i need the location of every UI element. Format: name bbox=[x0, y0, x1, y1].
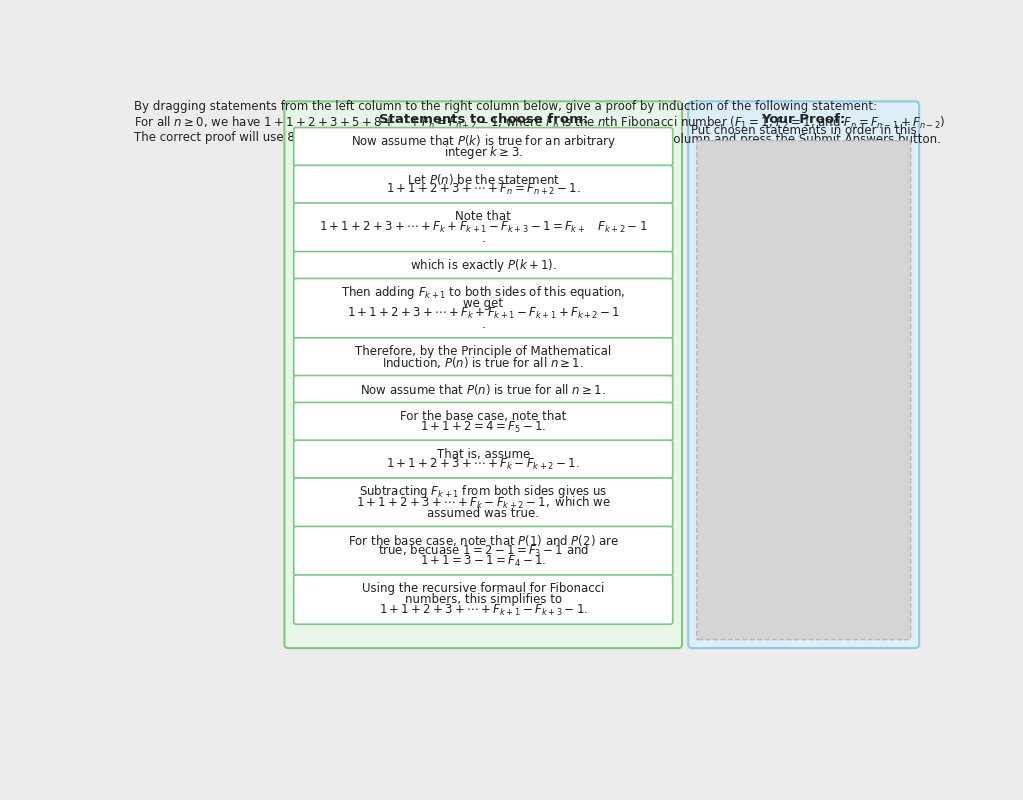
Text: By dragging statements from the left column to the right column below, give a pr: By dragging statements from the left col… bbox=[134, 100, 877, 113]
Text: Therefore, by the Principle of Mathematical: Therefore, by the Principle of Mathemati… bbox=[355, 345, 612, 358]
Text: numbers, this simplifies to: numbers, this simplifies to bbox=[405, 593, 562, 606]
Text: Let $P(n)$ be the statement: Let $P(n)$ be the statement bbox=[406, 172, 560, 186]
Text: column and press the Submit Answers button.: column and press the Submit Answers butt… bbox=[667, 133, 940, 146]
Text: assumed was true.: assumed was true. bbox=[428, 507, 539, 520]
Text: For the base case, note that: For the base case, note that bbox=[400, 410, 567, 423]
Text: For all $n \geq 0$, we have $1+1+2+3+5+8+\cdots+F_n = F_{n+2}-1$, where $F_n$ is: For all $n \geq 0$, we have $1+1+2+3+5+8… bbox=[134, 114, 945, 130]
Text: $1+1+2=4=F_5-1.$: $1+1+2=4=F_5-1.$ bbox=[420, 419, 546, 434]
Text: .: . bbox=[482, 232, 485, 245]
Text: Your Proof:: Your Proof: bbox=[761, 113, 846, 126]
Text: $1+1+2+3+\cdots+F_{k+1}-F_{k+3}-1.$: $1+1+2+3+\cdots+F_{k+1}-F_{k+3}-1.$ bbox=[379, 603, 587, 618]
Text: we get: we get bbox=[463, 297, 503, 310]
Text: Induction, $P(n)$ is true for all $n \geq 1.$: Induction, $P(n)$ is true for all $n \ge… bbox=[383, 355, 584, 370]
FancyBboxPatch shape bbox=[294, 251, 673, 279]
FancyBboxPatch shape bbox=[294, 278, 673, 338]
Text: integer $k \geq 3$.: integer $k \geq 3$. bbox=[444, 144, 523, 161]
Text: $1+1+2+3+\cdots+F_k - F_{k+2}-1.$: $1+1+2+3+\cdots+F_k - F_{k+2}-1.$ bbox=[387, 458, 580, 472]
Text: For the base case, note that $P(1)$ and $P(2)$ are: For the base case, note that $P(1)$ and … bbox=[348, 533, 619, 548]
Text: $1+1+2+3+\cdots+F_k - F_{k+2}-1,$ which we: $1+1+2+3+\cdots+F_k - F_{k+2}-1,$ which … bbox=[356, 494, 611, 510]
Text: $1+1+2+3+\cdots+F_n = F_{n+2}-1.$: $1+1+2+3+\cdots+F_n = F_{n+2}-1.$ bbox=[386, 182, 580, 198]
Text: Now assume that $P(k)$ is true for an arbitrary: Now assume that $P(k)$ is true for an ar… bbox=[351, 133, 616, 150]
Text: .: . bbox=[482, 318, 485, 331]
FancyBboxPatch shape bbox=[697, 141, 910, 640]
FancyBboxPatch shape bbox=[294, 478, 673, 527]
Text: Note that: Note that bbox=[455, 210, 512, 223]
Text: true, becuase $1=2-1=F_3-1$ and: true, becuase $1=2-1=F_3-1$ and bbox=[377, 543, 589, 559]
Text: which is exactly $P(k+1).$: which is exactly $P(k+1).$ bbox=[410, 257, 557, 274]
FancyBboxPatch shape bbox=[294, 203, 673, 252]
Text: That is, assume: That is, assume bbox=[437, 447, 530, 461]
Text: $1+1+2+3+\cdots+F_k+F_{k+1}-F_{k+1}+F_{k+2}-1$: $1+1+2+3+\cdots+F_k+F_{k+1}-F_{k+1}+F_{k… bbox=[347, 306, 620, 322]
Text: Then adding $F_{k+1}$ to both sides of this equation,: Then adding $F_{k+1}$ to both sides of t… bbox=[341, 284, 625, 301]
Text: Statements to choose from:: Statements to choose from: bbox=[379, 113, 588, 126]
Text: Using the recursive formaul for Fibonacci: Using the recursive formaul for Fibonacc… bbox=[362, 582, 605, 595]
Text: The correct proof will use 8 of the statements below.: The correct proof will use 8 of the stat… bbox=[134, 131, 445, 145]
FancyBboxPatch shape bbox=[294, 127, 673, 166]
Text: Subtracting $F_{k+1}$ from both sides gives us: Subtracting $F_{k+1}$ from both sides gi… bbox=[359, 483, 608, 500]
Text: $1+1=3-1=F_4-1.$: $1+1=3-1=F_4-1.$ bbox=[420, 554, 546, 570]
FancyBboxPatch shape bbox=[294, 338, 673, 376]
FancyBboxPatch shape bbox=[294, 166, 673, 204]
FancyBboxPatch shape bbox=[294, 575, 673, 624]
Text: Now assume that $P(n)$ is true for all $n \geq 1.$: Now assume that $P(n)$ is true for all $… bbox=[360, 382, 606, 397]
Text: $1+1+2+3+\cdots+F_k+F_{k+1}-F_{k+3}-1=F_{k+}$   $F_{k+2}-1$: $1+1+2+3+\cdots+F_k+F_{k+1}-F_{k+3}-1=F_… bbox=[319, 220, 648, 235]
FancyBboxPatch shape bbox=[294, 402, 673, 441]
Text: Put chosen statements in order in this: Put chosen statements in order in this bbox=[691, 124, 917, 137]
FancyBboxPatch shape bbox=[294, 440, 673, 478]
FancyBboxPatch shape bbox=[284, 102, 682, 648]
FancyBboxPatch shape bbox=[294, 526, 673, 576]
FancyBboxPatch shape bbox=[688, 102, 919, 648]
FancyBboxPatch shape bbox=[294, 375, 673, 403]
